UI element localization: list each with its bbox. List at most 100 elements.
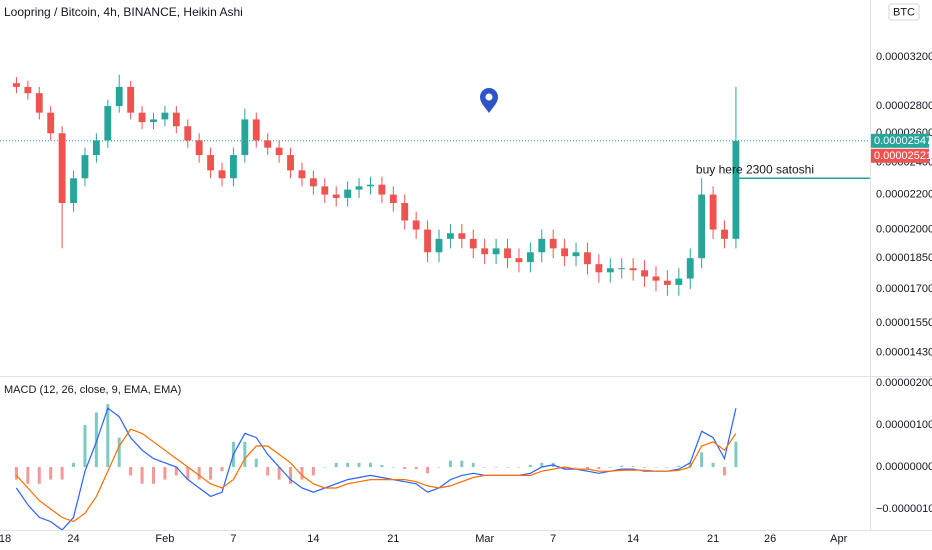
candle-body bbox=[424, 229, 432, 253]
histogram-bar bbox=[323, 467, 327, 468]
candle-body bbox=[458, 233, 466, 239]
histogram-bar bbox=[631, 466, 635, 468]
candle-body bbox=[652, 276, 660, 281]
candle-body bbox=[309, 178, 317, 187]
x-tick-label: Feb bbox=[155, 533, 174, 545]
candle-body bbox=[732, 140, 740, 239]
candle-body bbox=[367, 184, 374, 187]
candle-body bbox=[230, 155, 237, 179]
histogram-bar bbox=[723, 467, 727, 476]
candle-body bbox=[241, 119, 249, 156]
histogram-bar bbox=[209, 467, 213, 480]
histogram-bar bbox=[414, 467, 418, 470]
histogram-bar bbox=[506, 467, 510, 468]
candle-body bbox=[332, 194, 340, 198]
histogram-bar bbox=[654, 467, 658, 468]
histogram-bar bbox=[26, 467, 30, 484]
histogram-bar bbox=[117, 437, 121, 468]
candle-body bbox=[481, 248, 489, 255]
y-tick-label: 0.00002200 bbox=[876, 188, 932, 200]
histogram-bar bbox=[540, 462, 544, 468]
candle-body bbox=[172, 112, 180, 127]
candle-body bbox=[127, 86, 135, 113]
histogram-bar bbox=[186, 467, 190, 480]
candle-body bbox=[207, 155, 215, 171]
histogram-bar bbox=[528, 464, 532, 468]
x-tick-label: 21 bbox=[707, 533, 719, 545]
candle-body bbox=[70, 178, 77, 204]
histogram-bar bbox=[49, 467, 53, 480]
main-pane: buy here 2300 satoshi bbox=[0, 74, 870, 296]
candle-body bbox=[469, 238, 477, 249]
candle-body bbox=[275, 147, 283, 156]
candle-body bbox=[663, 280, 671, 285]
price-badge bbox=[871, 133, 929, 148]
histogram-bar bbox=[608, 467, 612, 468]
histogram-bar bbox=[677, 465, 681, 468]
histogram-bar bbox=[643, 467, 647, 468]
histogram-bar bbox=[426, 467, 430, 474]
histogram-bar bbox=[197, 467, 201, 480]
x-tick-label: 26 bbox=[764, 533, 776, 545]
candle-body bbox=[675, 278, 683, 285]
candle-body bbox=[355, 186, 363, 190]
candle-body bbox=[709, 194, 717, 230]
histogram-bar bbox=[585, 467, 589, 470]
candle-body bbox=[401, 203, 409, 221]
candle-body bbox=[561, 248, 569, 257]
y-tick-label: 0.00002800 bbox=[876, 100, 932, 112]
axes: 0.000032000.000028000.000026000.00002400… bbox=[0, 51, 932, 545]
histogram-bar bbox=[597, 467, 601, 470]
price-badge-label: 0.00002547 bbox=[874, 135, 932, 147]
histogram-bar bbox=[471, 462, 475, 468]
histogram-bar bbox=[106, 404, 110, 468]
macd-title: MACD (12, 26, close, 9, EMA, EMA) bbox=[4, 384, 181, 396]
annotation: buy here 2300 satoshi bbox=[696, 162, 814, 176]
candle-body bbox=[184, 126, 192, 141]
y-tick-label: 0.00001700 bbox=[876, 283, 932, 295]
histogram-bar bbox=[311, 467, 315, 476]
y-tick-label: −0.00000100 bbox=[876, 503, 932, 515]
candle-body bbox=[412, 220, 420, 230]
candle-body bbox=[58, 133, 66, 204]
candle-body bbox=[549, 238, 557, 249]
histogram-bar bbox=[665, 467, 669, 468]
candle-body bbox=[686, 258, 694, 279]
histogram-bar bbox=[300, 467, 304, 480]
pin-icon[interactable] bbox=[480, 88, 498, 113]
candle-body bbox=[504, 248, 511, 259]
x-tick-label: Mar bbox=[475, 533, 494, 545]
histogram-bar bbox=[151, 467, 155, 484]
candle-body bbox=[150, 119, 157, 123]
candle-body bbox=[526, 252, 534, 263]
histogram-bar bbox=[391, 467, 395, 468]
histogram-bar bbox=[140, 467, 144, 484]
candle-body bbox=[629, 268, 637, 271]
macd-line bbox=[15, 407, 737, 530]
histogram-bar bbox=[574, 467, 578, 468]
y-tick-label: 0.00000200 bbox=[876, 377, 932, 389]
histogram-bar bbox=[734, 441, 738, 468]
candle-body bbox=[104, 106, 112, 141]
x-tick-label: 21 bbox=[387, 533, 399, 545]
candle-body bbox=[389, 194, 397, 204]
histogram-bar bbox=[94, 412, 98, 468]
histogram-bar bbox=[254, 458, 258, 468]
currency-badge[interactable] bbox=[888, 3, 920, 21]
candle-body bbox=[24, 86, 32, 94]
candle-body bbox=[344, 189, 352, 198]
histogram-bar bbox=[368, 462, 372, 468]
y-tick-label: 0.00000100 bbox=[876, 419, 932, 431]
x-tick-label: 18 bbox=[0, 533, 11, 545]
candle-body bbox=[492, 248, 500, 255]
x-tick-label: 24 bbox=[67, 533, 79, 545]
histogram-bar bbox=[688, 462, 692, 468]
histogram-bar bbox=[37, 467, 41, 484]
histogram-bar bbox=[460, 460, 464, 468]
candle-body bbox=[13, 83, 20, 87]
histogram-bar bbox=[266, 467, 270, 476]
histogram-bar bbox=[711, 462, 715, 468]
histogram-bar bbox=[277, 467, 281, 480]
x-tick-label: 7 bbox=[230, 533, 236, 545]
